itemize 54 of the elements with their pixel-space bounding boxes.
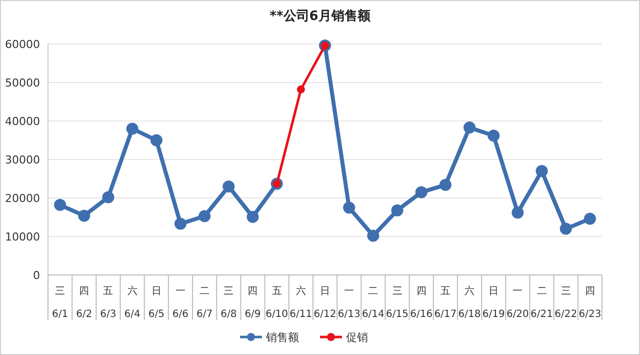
point <box>150 134 162 146</box>
category-label: 二 6/21 <box>530 286 554 320</box>
category-label: 三 6/1 <box>52 286 68 320</box>
point <box>174 218 186 230</box>
legend-label: 促销 <box>346 331 368 344</box>
category-label: 一 6/6 <box>172 286 189 320</box>
point <box>488 130 500 142</box>
category-label: 六 6/4 <box>124 286 140 320</box>
category-label: 一 6/20 <box>506 286 529 320</box>
point <box>415 186 428 198</box>
category-label: 日 6/19 <box>482 286 505 320</box>
category-label: 四 6/2 <box>76 286 92 320</box>
point <box>54 198 66 211</box>
category-label: 三 6/15 <box>386 286 408 320</box>
category-label: 四 6/16 <box>410 286 433 320</box>
point <box>126 122 138 135</box>
point <box>198 210 211 222</box>
y-tick-label: 20000 <box>5 192 40 205</box>
category-label: 五 6/10 <box>266 286 288 320</box>
category-label: 五 6/3 <box>100 286 116 320</box>
category-label: 三 6/22 <box>554 286 578 320</box>
point <box>584 212 596 225</box>
point <box>560 222 572 235</box>
category-label: 二 6/7 <box>196 286 213 320</box>
category-label: 日 6/5 <box>148 286 164 320</box>
category-label: 一 6/13 <box>338 286 360 320</box>
category-label: 二 6/14 <box>362 286 384 320</box>
y-tick-label: 60000 <box>5 38 40 51</box>
chart-title: **公司6月销售额 <box>270 8 372 24</box>
point <box>222 180 235 192</box>
point <box>536 165 548 178</box>
legend-label: 销售额 <box>265 331 299 344</box>
point <box>343 202 356 214</box>
y-tick-label: 40000 <box>5 115 40 128</box>
point <box>439 178 452 191</box>
point <box>512 206 524 219</box>
category-label: 六 6/18 <box>458 286 481 320</box>
point <box>246 210 259 223</box>
point <box>296 85 305 94</box>
category-label: 五 6/17 <box>434 286 457 320</box>
point <box>102 191 114 204</box>
y-tick-label: 0 <box>33 269 40 282</box>
point <box>78 210 90 222</box>
category-label: 六 6/11 <box>290 286 312 320</box>
point <box>464 122 476 134</box>
category-label: 四 6/9 <box>244 286 261 320</box>
y-tick-label: 50000 <box>5 76 40 90</box>
point <box>391 204 404 216</box>
category-label: 四 6/23 <box>578 286 602 320</box>
y-tick-label: 30000 <box>5 154 40 166</box>
category-label: 三 6/8 <box>220 286 237 320</box>
y-tick-label: 10000 <box>5 230 40 244</box>
point <box>367 230 380 242</box>
category-label: 日 6/12 <box>314 286 336 320</box>
